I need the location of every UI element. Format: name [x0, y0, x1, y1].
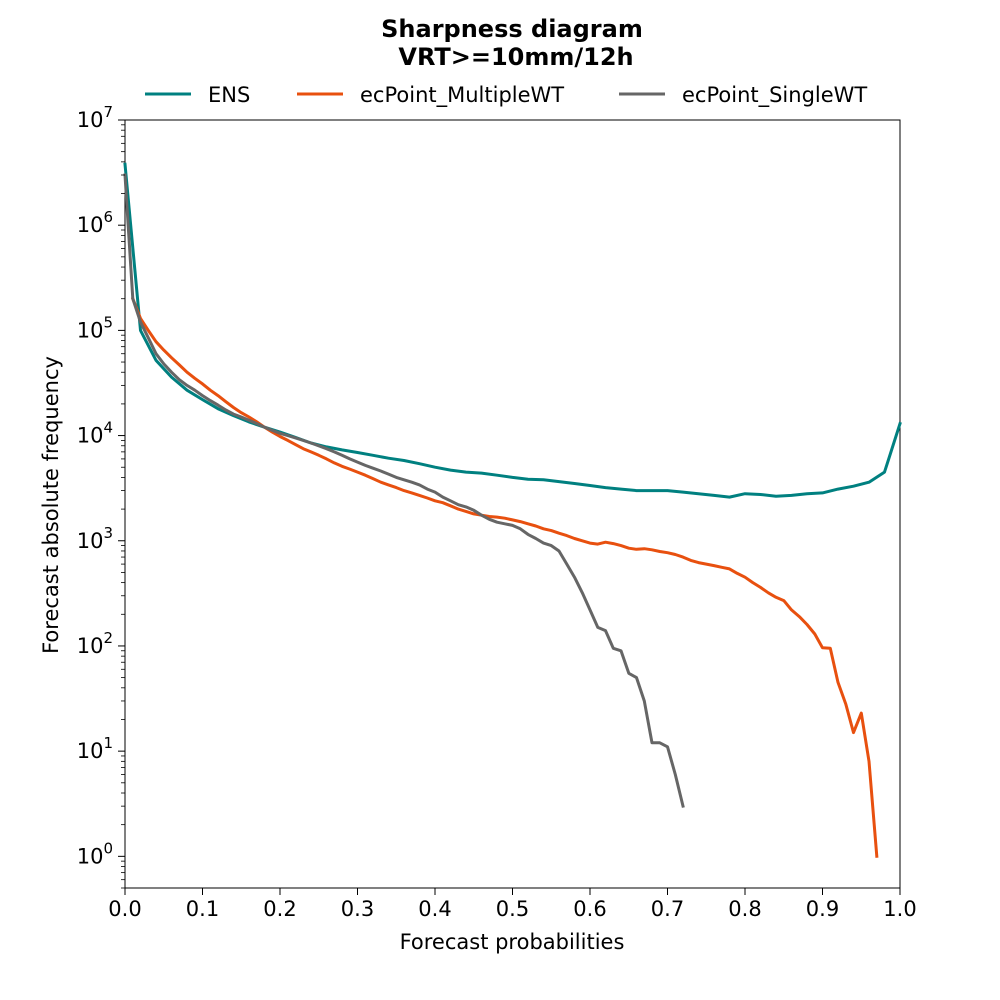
plot-frame: [124, 119, 901, 889]
x-tick-label: 0.8: [728, 897, 761, 921]
legend-label: ENS: [208, 83, 250, 107]
x-tick-label: 0.2: [263, 897, 296, 921]
series-line-ecPoint_MultipleWT: [130, 296, 879, 858]
plot-area: [123, 119, 902, 889]
y-tick-label: 102: [77, 629, 113, 658]
y-axis: 100 101 102 103 104 105 106 107: [77, 103, 125, 889]
x-tick-label: 0.4: [418, 897, 451, 921]
x-tick-label: 0.5: [496, 897, 529, 921]
y-tick-label: 104: [77, 419, 113, 448]
series-line-ENS: [123, 162, 902, 499]
x-tick-label: 1.0: [883, 897, 916, 921]
x-axis: 0.0 0.1 0.2 0.3 0.4 0.5 0.6 0.7 0.8 0.9 1.0: [108, 888, 917, 921]
x-tick-label: 0.1: [186, 897, 219, 921]
x-tick-label: 0.0: [108, 897, 141, 921]
x-tick-label: 0.3: [341, 897, 374, 921]
y-tick-label: 107: [77, 103, 113, 132]
y-tick-label: 106: [77, 208, 113, 237]
chart-title: Sharpness diagram: [381, 15, 643, 43]
series-line-ecPoint_SingleWT: [123, 173, 685, 808]
x-tick-label: 0.9: [806, 897, 839, 921]
x-tick-label: 0.7: [651, 897, 684, 921]
y-axis-label: Forecast absolute frequency: [39, 356, 63, 654]
legend: ENS ecPoint_MultipleWT ecPoint_SingleWT: [145, 83, 867, 108]
y-tick-label: 105: [77, 313, 113, 342]
legend-label: ecPoint_SingleWT: [682, 83, 867, 108]
y-tick-label: 103: [77, 524, 113, 553]
x-tick-label: 0.6: [573, 897, 606, 921]
legend-label: ecPoint_MultipleWT: [360, 83, 564, 108]
chart-subtitle: VRT>=10mm/12h: [398, 43, 633, 71]
x-axis-label: Forecast probabilities: [400, 930, 625, 954]
y-tick-label: 101: [77, 734, 113, 763]
y-tick-label: 100: [77, 839, 113, 868]
